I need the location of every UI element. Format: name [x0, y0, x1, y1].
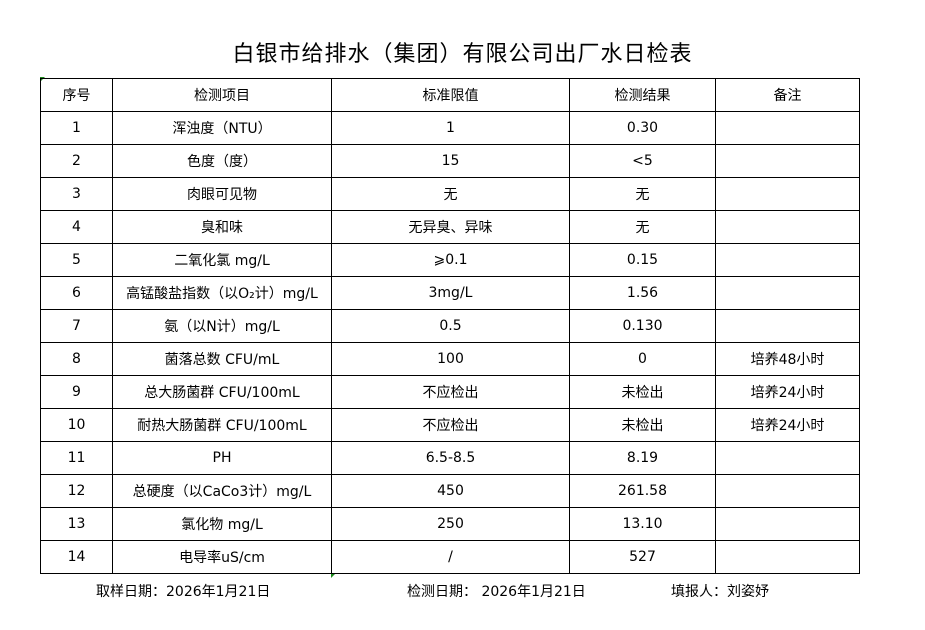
cell-note: [715, 309, 860, 343]
table-row: 6 高锰酸盐指数（以O₂计）mg/L 3mg/L 1.56: [40, 276, 860, 310]
cell-limit: 不应检出: [331, 375, 570, 409]
cell-limit: 不应检出: [331, 408, 570, 442]
cell-note: [715, 177, 860, 211]
cell-index: 1: [40, 111, 113, 145]
cell-item: 氨（以N计）mg/L: [112, 309, 332, 343]
cell-note: [715, 111, 860, 145]
table-row: 3 肉眼可见物无无: [40, 177, 860, 211]
table-row: 13 氯化物 mg/L 250 13.10: [40, 507, 860, 541]
cell-index: 7: [40, 309, 113, 343]
cell-note: 培养48小时: [715, 342, 860, 376]
cell-item: 氯化物 mg/L: [112, 507, 332, 541]
table-row: 4 臭和味 无异臭、异味无: [40, 210, 860, 244]
cell-index: 8: [40, 342, 113, 376]
table-row: 12 总硬度（以CaCo3计）mg/L 450 261.58: [40, 474, 860, 508]
cell-index: 4: [40, 210, 113, 244]
header-result: 检测结果: [569, 78, 716, 112]
cell-index: 13: [40, 507, 113, 541]
cell-item: 电导率uS/cm: [112, 540, 332, 574]
table-row: 11 PH 6.5-8.5 8.19: [40, 441, 860, 475]
table-row: 8 菌落总数 CFU/mL 100 0 培养48小时: [40, 342, 860, 376]
cell-result: 0.130: [569, 309, 716, 343]
table-row: 1 浑浊度（NTU） 1 0.30: [40, 111, 860, 145]
cell-item: 肉眼可见物: [112, 177, 332, 211]
header-row: 序号 检测项目 标准限值 检测结果 备注: [40, 78, 860, 112]
cell-note: [715, 507, 860, 541]
cell-result: 13.10: [569, 507, 716, 541]
header-note: 备注: [715, 78, 860, 112]
cell-result: 8.19: [569, 441, 716, 475]
table-row: 9 总大肠菌群 CFU/100mL 不应检出 未检出 培养24小时: [40, 375, 860, 409]
reporter: 填报人：刘姿妤: [671, 584, 769, 600]
cell-result: <5: [569, 144, 716, 178]
cell-result: 0: [569, 342, 716, 376]
cell-marker: [331, 573, 336, 578]
cell-result: 1.56: [569, 276, 716, 310]
cell-item: 菌落总数 CFU/mL: [112, 342, 332, 376]
table-row: 2 色度（度） 15 <5: [40, 144, 860, 178]
cell-item: 色度（度）: [112, 144, 332, 178]
cell-limit: 450: [331, 474, 570, 508]
cell-limit: 250: [331, 507, 570, 541]
table-row: 14 电导率uS/cm/527: [40, 540, 860, 574]
table-row: 10 耐热大肠菌群 CFU/100mL 不应检出 未检出 培养24小时: [40, 408, 860, 442]
cell-result: 未检出: [569, 408, 716, 442]
cell-result: 0.15: [569, 243, 716, 277]
table-row: 7 氨（以N计）mg/L 0.5 0.130: [40, 309, 860, 343]
cell-limit: 15: [331, 144, 570, 178]
test-date: 检测日期： 2026年1月21日: [407, 584, 586, 600]
cell-limit: 3mg/L: [331, 276, 570, 310]
cell-note: 培养24小时: [715, 375, 860, 409]
sample-date: 取样日期：2026年1月21日: [96, 584, 271, 600]
cell-limit: 1: [331, 111, 570, 145]
cell-result: 0.30: [569, 111, 716, 145]
header-index: 序号: [40, 78, 113, 112]
cell-index: 2: [40, 144, 113, 178]
cell-limit: 6.5-8.5: [331, 441, 570, 475]
cell-result: 527: [569, 540, 716, 574]
cell-result: 261.58: [569, 474, 716, 508]
cell-index: 14: [40, 540, 113, 574]
cell-limit: 0.5: [331, 309, 570, 343]
cell-limit: ⩾0.1: [331, 243, 570, 277]
cell-index: 10: [40, 408, 113, 442]
cell-limit: 无: [331, 177, 570, 211]
cell-index: 6: [40, 276, 113, 310]
cell-limit: 无异臭、异味: [331, 210, 570, 244]
header-item: 检测项目: [112, 78, 332, 112]
cell-note: [715, 540, 860, 574]
cell-item: 总大肠菌群 CFU/100mL: [112, 375, 332, 409]
cell-note: 培养24小时: [715, 408, 860, 442]
cell-result: 未检出: [569, 375, 716, 409]
cell-index: 9: [40, 375, 113, 409]
cell-limit: 100: [331, 342, 570, 376]
cell-result: 无: [569, 177, 716, 211]
inspection-table: 序号 检测项目 标准限值 检测结果 备注 1 浑浊度（NTU） 1 0.30 2 色度（度…: [40, 78, 860, 574]
cell-note: [715, 441, 860, 475]
cell-index: 11: [40, 441, 113, 475]
cell-item: 高锰酸盐指数（以O₂计）mg/L: [112, 276, 332, 310]
cell-item: 耐热大肠菌群 CFU/100mL: [112, 408, 332, 442]
cell-note: [715, 474, 860, 508]
cell-item: 臭和味: [112, 210, 332, 244]
header-limit: 标准限值: [331, 78, 570, 112]
cell-item: 浑浊度（NTU）: [112, 111, 332, 145]
cell-note: [715, 144, 860, 178]
cell-item: PH: [112, 441, 332, 475]
cell-index: 5: [40, 243, 113, 277]
cell-index: 3: [40, 177, 113, 211]
cell-item: 总硬度（以CaCo3计）mg/L: [112, 474, 332, 508]
cell-item: 二氧化氯 mg/L: [112, 243, 332, 277]
cell-index: 12: [40, 474, 113, 508]
cell-result: 无: [569, 210, 716, 244]
cell-limit: /: [331, 540, 570, 574]
cell-note: [715, 276, 860, 310]
table-row: 5 二氧化氯 mg/L ⩾0.1 0.15: [40, 243, 860, 277]
cell-note: [715, 210, 860, 244]
cell-note: [715, 243, 860, 277]
page-title: 白银市给排水（集团）有限公司出厂水日检表: [232, 42, 693, 67]
